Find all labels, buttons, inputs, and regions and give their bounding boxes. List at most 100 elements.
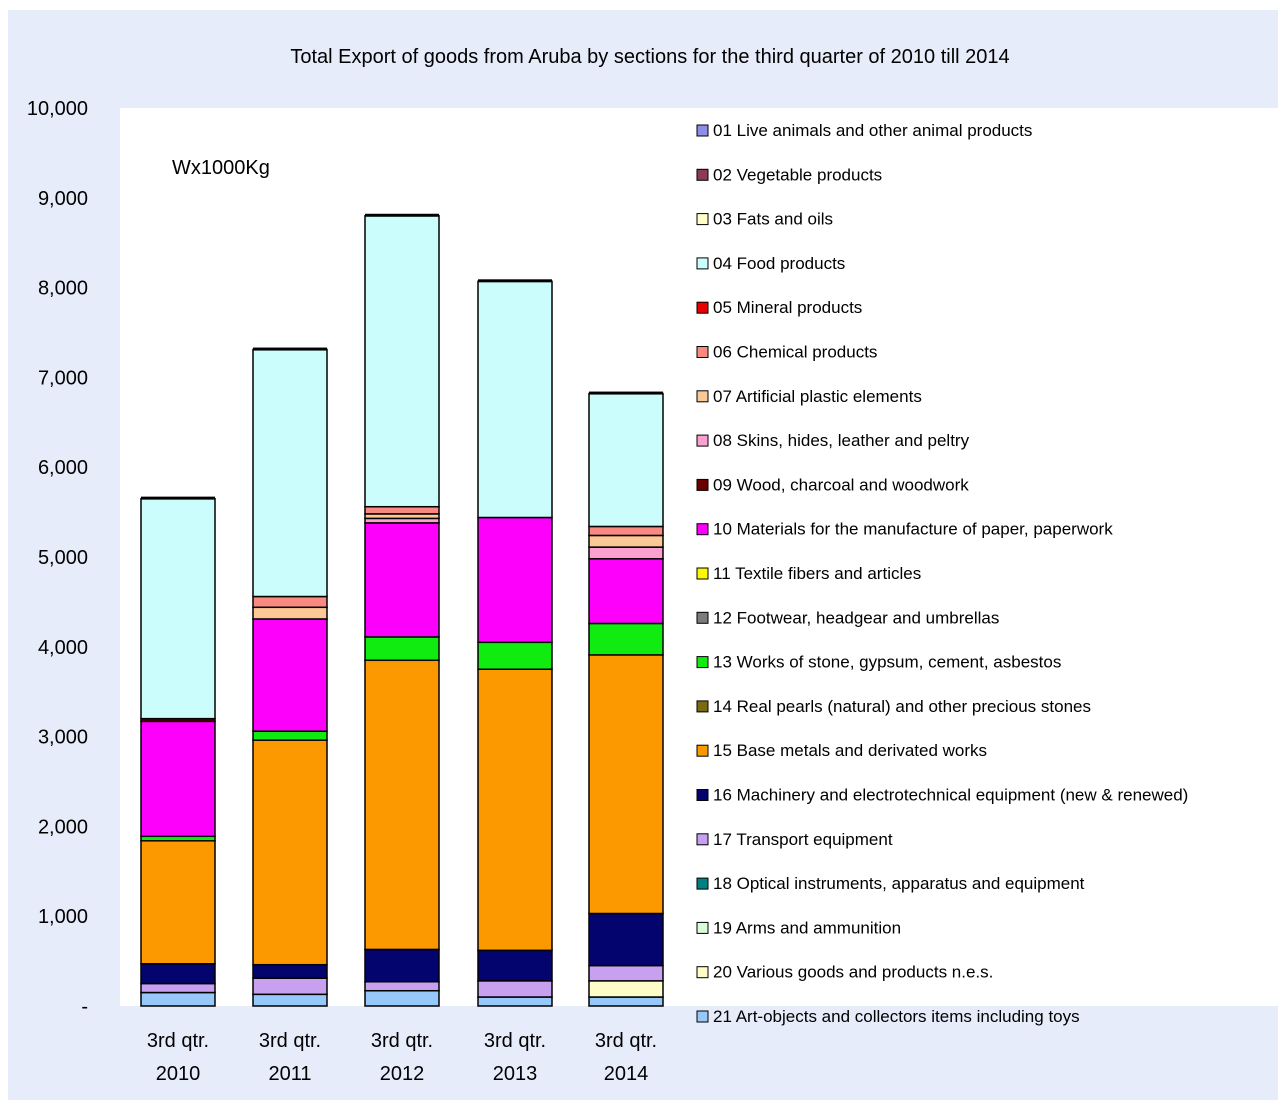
bar-segment — [140, 840, 216, 965]
bar-segment — [364, 522, 440, 638]
bar-segment — [252, 595, 328, 609]
bar-segment — [252, 963, 328, 979]
legend-label: 06 Chemical products — [713, 343, 877, 362]
bar-segment — [140, 991, 216, 1007]
legend-swatch — [696, 523, 709, 536]
y-tick-label: 9,000 — [38, 188, 88, 210]
bar-top-edge — [365, 213, 439, 217]
legend-label: 02 Vegetable products — [713, 165, 882, 184]
bar-segment — [588, 546, 664, 560]
y-tick-label: 10,000 — [27, 98, 88, 120]
y-tick-label: 5,000 — [38, 547, 88, 569]
bar-segment — [364, 505, 440, 515]
bar-segment — [140, 982, 216, 994]
legend-label: 12 Footwear, headgear and umbrellas — [713, 608, 999, 627]
legend-swatch — [696, 124, 709, 137]
legend-label: 13 Works of stone, gypsum, cement, asbes… — [713, 653, 1061, 672]
legend-swatch — [696, 346, 709, 358]
bar-segment — [140, 497, 216, 720]
bar-segment — [588, 964, 664, 982]
bar-top-edge — [589, 391, 663, 395]
legend-swatch — [696, 744, 709, 757]
bar-segment — [364, 981, 440, 992]
bar-segment — [588, 996, 664, 1007]
legend-label: 17 Transport equipment — [713, 830, 893, 849]
x-tick-label: 3rd qtr. — [147, 1030, 209, 1052]
legend-label: 10 Materials for the manufacture of pape… — [713, 520, 1113, 539]
legend-swatch — [696, 921, 709, 934]
legend: 01 Live animals and other animal product… — [696, 121, 1188, 1026]
bar-segment — [588, 525, 664, 537]
x-tick-label: 2013 — [493, 1063, 538, 1085]
bar-segment — [588, 980, 664, 998]
bar-segment — [140, 720, 216, 838]
x-tick-label: 3rd qtr. — [371, 1030, 433, 1052]
bar-segment — [588, 534, 664, 548]
bar-segment — [588, 558, 664, 625]
bar-segment — [252, 730, 328, 741]
bar-top-edge — [253, 347, 327, 351]
bar-segment — [588, 622, 664, 656]
legend-swatch — [696, 611, 709, 624]
legend-swatch — [696, 700, 709, 713]
legend-swatch — [696, 213, 709, 226]
legend-label: 05 Mineral products — [713, 298, 862, 317]
y-tick-label: 2,000 — [38, 816, 88, 838]
y-tick-label: 4,000 — [38, 637, 88, 659]
x-axis-labels: 3rd qtr. 2010 3rd qtr. 2011 3rd qtr. 2012 3rd … — [147, 1030, 657, 1085]
legend-swatch — [696, 390, 709, 403]
y-tick-label: 8,000 — [38, 278, 88, 300]
bar-segment — [477, 949, 553, 982]
bar-segment — [588, 912, 664, 967]
legend-label: 09 Wood, charcoal and woodwork — [713, 475, 969, 494]
bar-segment — [477, 996, 553, 1007]
bar-segment — [252, 977, 328, 996]
bars — [140, 213, 664, 1007]
y-tick-label: - — [81, 996, 88, 1018]
legend-swatch — [696, 1010, 709, 1023]
x-tick-label: 2012 — [380, 1063, 425, 1085]
bar-segment — [252, 618, 328, 732]
bar-top-edge — [478, 279, 552, 283]
bar-segment — [252, 606, 328, 620]
x-tick-label: 3rd qtr. — [259, 1030, 321, 1052]
legend-swatch — [696, 789, 709, 801]
bar-segment — [477, 641, 553, 670]
bar-segment — [364, 659, 440, 951]
y-tick-label: 3,000 — [38, 727, 88, 749]
x-tick-label: 2010 — [156, 1063, 201, 1085]
legend-label: 21 Art-objects and collectors items incl… — [713, 1007, 1080, 1026]
bar-segment — [477, 980, 553, 998]
bar-segment — [364, 215, 440, 508]
legend-label: 04 Food products — [713, 254, 845, 273]
x-tick-label: 2014 — [604, 1063, 649, 1085]
x-tick-label: 3rd qtr. — [595, 1030, 657, 1052]
legend-label: 01 Live animals and other animal product… — [713, 121, 1032, 140]
x-tick-label: 2011 — [268, 1063, 311, 1085]
legend-swatch — [696, 257, 709, 270]
bar-segment — [477, 668, 553, 952]
bar-segment — [140, 963, 216, 985]
legend-label: 03 Fats and oils — [713, 210, 833, 229]
legend-swatch — [696, 656, 709, 669]
bar-segment — [477, 516, 553, 644]
legend-swatch — [696, 877, 709, 890]
bar-segment — [252, 739, 328, 966]
x-tick-label: 3rd qtr. — [484, 1030, 546, 1052]
legend-swatch — [696, 168, 709, 181]
y-tick-label: 7,000 — [38, 367, 88, 389]
y-tick-label: 6,000 — [38, 457, 88, 479]
bar-segment — [364, 989, 440, 1007]
legend-swatch — [696, 478, 709, 491]
legend-label: 11 Textile fibers and articles — [713, 564, 921, 583]
legend-swatch — [696, 567, 709, 580]
bar-segment — [364, 636, 440, 662]
bar-segment — [588, 392, 664, 528]
legend-label: 07 Artificial plastic elements — [713, 387, 922, 406]
chart-title: Total Export of goods from Aruba by sect… — [290, 46, 1009, 68]
legend-label: 19 Arms and ammunition — [713, 918, 901, 937]
legend-label: 08 Skins, hides, leather and peltry — [713, 431, 970, 450]
bar-segment — [252, 993, 328, 1007]
